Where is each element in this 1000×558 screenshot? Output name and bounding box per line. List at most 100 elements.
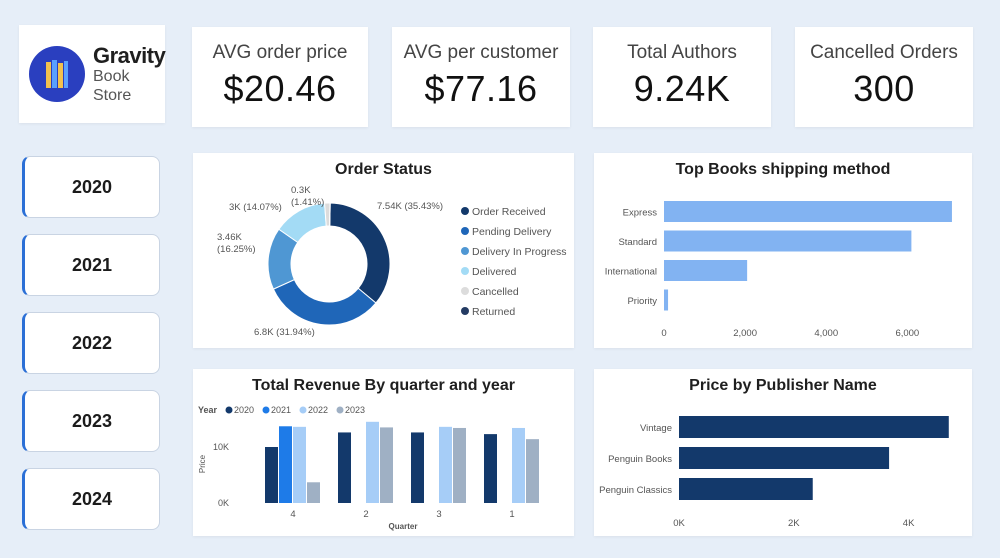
column-bar bbox=[307, 482, 320, 503]
column-bar bbox=[380, 427, 393, 503]
legend-marker bbox=[461, 227, 469, 235]
legend-marker bbox=[461, 307, 469, 315]
kpi-label: Cancelled Orders bbox=[810, 42, 958, 63]
x-tick-label: 4 bbox=[290, 509, 295, 520]
bar bbox=[679, 447, 890, 469]
bar bbox=[664, 260, 748, 281]
legend-title: Year bbox=[198, 405, 218, 415]
column-bar bbox=[279, 426, 292, 503]
legend-label: 2021 bbox=[271, 405, 291, 415]
category-label: Penguin Books bbox=[608, 454, 672, 465]
legend-marker bbox=[336, 406, 344, 414]
column-bar bbox=[411, 432, 424, 503]
category-label: Priority bbox=[627, 296, 657, 307]
kpi-card-avg-order-price: AVG order price $20.46 bbox=[192, 27, 368, 127]
x-tick-label: 2K bbox=[788, 518, 800, 529]
order-status-donut-chart: 7.54K (35.43%) 6.8K (31.94%) 3.46K(16.25%)… bbox=[217, 185, 567, 338]
brand-name: Gravity bbox=[93, 42, 166, 68]
donut-data-label: (1.41%) bbox=[291, 197, 324, 208]
donut-slice-returned bbox=[329, 202, 331, 227]
kpi-label: AVG per customer bbox=[403, 42, 559, 63]
shipping-method-panel: Top Books shipping method Express Standar… bbox=[594, 153, 972, 348]
publisher-panel: Price by Publisher Name Vintage Penguin B… bbox=[594, 369, 972, 536]
donut-data-label: (16.25%) bbox=[217, 244, 256, 255]
bar bbox=[679, 416, 949, 438]
legend-marker bbox=[461, 247, 469, 255]
x-tick-label: 2,000 bbox=[733, 328, 757, 339]
y-tick-label: 0K bbox=[218, 498, 229, 508]
bar bbox=[664, 289, 669, 311]
column-bar bbox=[265, 447, 278, 503]
shipping-method-title: Top Books shipping method bbox=[675, 161, 891, 178]
kpi-card-cancelled-orders: Cancelled Orders 300 bbox=[795, 27, 973, 127]
kpi-card-avg-per-customer: AVG per customer $77.16 bbox=[392, 27, 570, 127]
publisher-bar-chart: Vintage Penguin Books Penguin Classics 0K 2K… bbox=[599, 416, 949, 529]
donut-data-label: 7.54K (35.43%) bbox=[377, 201, 443, 212]
legend-label: 2023 bbox=[345, 405, 365, 415]
legend-label: 2020 bbox=[234, 405, 254, 415]
column-bar bbox=[512, 427, 525, 503]
category-label: Express bbox=[623, 208, 658, 219]
x-tick-label: 4K bbox=[903, 518, 915, 529]
year-button-2024[interactable]: 2024 bbox=[22, 468, 160, 530]
kpi-value: $77.16 bbox=[424, 68, 538, 109]
donut-data-label: 3K (14.07%) bbox=[229, 202, 282, 213]
legend-marker bbox=[461, 207, 469, 215]
brand-subtitle: Book Store bbox=[93, 68, 132, 104]
revenue-column-chart: Year 2020 2021 2022 2023 0K 10K Price 4 2 3 1 Quarte… bbox=[198, 405, 539, 531]
column-bar bbox=[366, 421, 379, 503]
y-tick-label: 10K bbox=[213, 442, 229, 452]
category-label: Penguin Classics bbox=[599, 485, 672, 496]
category-label: Standard bbox=[618, 237, 657, 248]
x-tick-label: 0 bbox=[661, 328, 666, 339]
legend-label: Returned bbox=[472, 306, 515, 318]
year-button-2023[interactable]: 2023 bbox=[22, 390, 160, 452]
x-axis-label: Quarter bbox=[389, 522, 418, 531]
order-status-panel: Order Status 7.54K (35.43%) 6.8K (31.94%)… bbox=[193, 153, 574, 348]
legend-marker bbox=[225, 406, 233, 414]
donut-data-label: 0.3K bbox=[291, 185, 311, 196]
brand-logo-card: Gravity Book Store bbox=[19, 25, 166, 123]
column-bar bbox=[293, 426, 306, 503]
bar bbox=[664, 201, 952, 222]
revenue-panel: Total Revenue By quarter and year Year 20… bbox=[193, 369, 574, 536]
donut-data-label: 3.46K bbox=[217, 232, 242, 243]
kpi-value: $20.46 bbox=[223, 68, 337, 109]
kpi-value: 300 bbox=[853, 68, 915, 109]
shipping-method-bar-chart: Express Standard International Priority 0 2,0… bbox=[605, 201, 952, 339]
y-axis-label: Price bbox=[198, 454, 207, 473]
bar bbox=[664, 230, 912, 252]
kpi-card-total-authors: Total Authors 9.24K bbox=[593, 27, 771, 127]
kpi-label: Total Authors bbox=[627, 42, 737, 63]
legend-marker bbox=[299, 406, 307, 414]
legend-label: 2022 bbox=[308, 405, 328, 415]
year-button-2022[interactable]: 2022 bbox=[22, 312, 160, 374]
books-logo-icon bbox=[29, 46, 85, 102]
category-label: International bbox=[605, 267, 657, 278]
column-bar bbox=[484, 434, 497, 503]
legend-label: Delivery In Progress bbox=[472, 246, 567, 258]
category-label: Vintage bbox=[640, 423, 672, 434]
publisher-title: Price by Publisher Name bbox=[689, 377, 877, 394]
kpi-value: 9.24K bbox=[633, 68, 731, 109]
x-tick-label: 1 bbox=[509, 509, 514, 520]
revenue-title: Total Revenue By quarter and year bbox=[252, 377, 515, 394]
donut-slice-order-received bbox=[329, 202, 391, 304]
x-tick-label: 0K bbox=[673, 518, 685, 529]
year-button-2020[interactable]: 2020 bbox=[22, 156, 160, 218]
x-tick-label: 6,000 bbox=[895, 328, 919, 339]
year-button-2021[interactable]: 2021 bbox=[22, 234, 160, 296]
bar bbox=[679, 478, 813, 500]
column-bar bbox=[453, 427, 466, 503]
column-bar bbox=[526, 439, 539, 503]
order-status-title: Order Status bbox=[335, 161, 432, 178]
legend-label: Delivered bbox=[472, 266, 517, 278]
column-bar bbox=[439, 426, 452, 503]
x-tick-label: 2 bbox=[363, 509, 368, 520]
kpi-label: AVG order price bbox=[212, 42, 348, 63]
legend-marker bbox=[461, 287, 469, 295]
x-tick-label: 3 bbox=[436, 509, 441, 520]
legend-label: Pending Delivery bbox=[472, 226, 552, 238]
x-tick-label: 4,000 bbox=[814, 328, 838, 339]
legend-label: Cancelled bbox=[472, 286, 519, 298]
